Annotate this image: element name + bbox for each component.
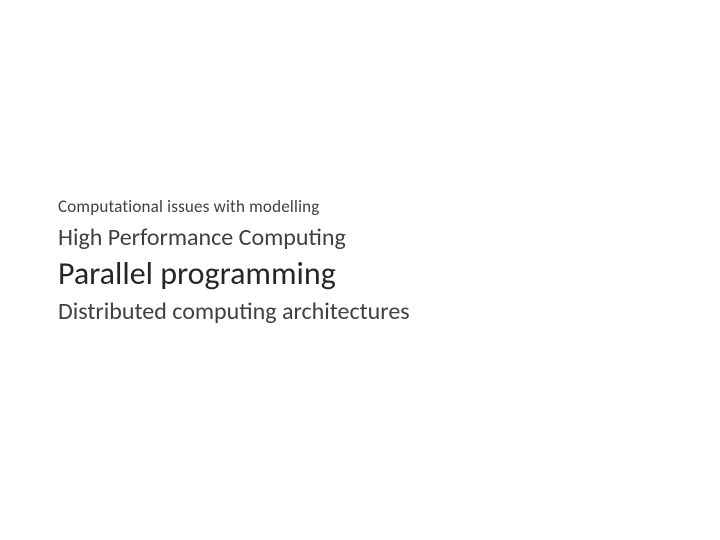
line-high-performance-computing: High Performance Computing — [58, 223, 410, 252]
slide: Computational issues with modelling High… — [0, 0, 720, 540]
slide-text-block: Computational issues with modelling High… — [58, 196, 410, 326]
line-parallel-programming: Parallel programming — [58, 254, 410, 293]
line-distributed-computing: Distributed computing architectures — [58, 297, 410, 326]
line-computational-issues: Computational issues with modelling — [58, 196, 410, 217]
